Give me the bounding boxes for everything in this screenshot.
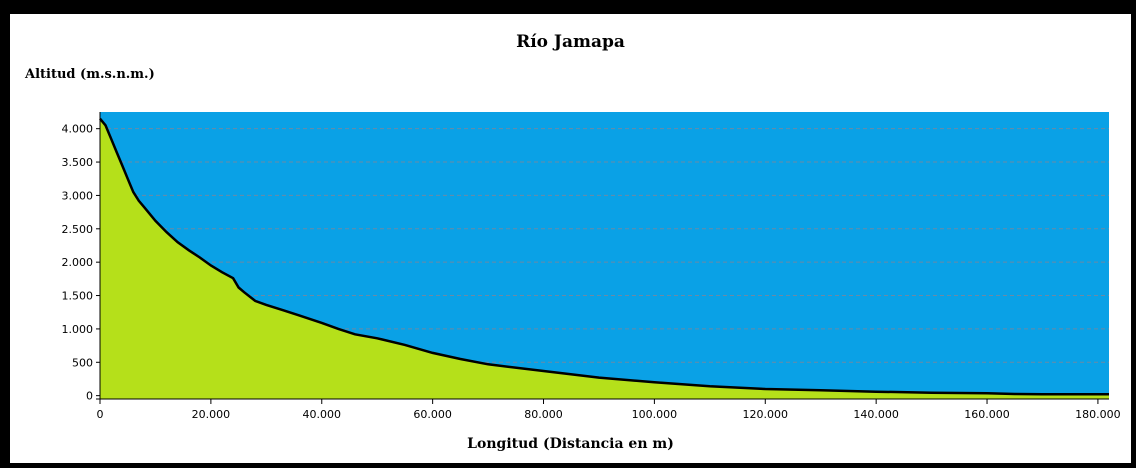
y-tick-label: 4.000 xyxy=(62,123,94,136)
x-tick-label: 100.000 xyxy=(632,408,678,421)
elevation-area xyxy=(100,118,1109,399)
y-tick-label: 1.000 xyxy=(62,323,94,336)
y-tick-label: 2.000 xyxy=(62,256,94,269)
y-axis-label: Altitud (m.s.n.m.) xyxy=(25,67,155,82)
x-tick-label: 120.000 xyxy=(743,408,789,421)
chart-svg: 0 500 1.000 1.500 2.000 2.500 3.000 3.500 4.000 0… xyxy=(62,112,1121,421)
x-tick-label: 60.000 xyxy=(413,408,452,421)
y-tick-label: 3.500 xyxy=(62,156,94,169)
axes: 0 500 1.000 1.500 2.000 2.500 3.000 3.500 4.000 0… xyxy=(62,112,1121,421)
x-tick-label: 20.000 xyxy=(192,408,231,421)
x-tick-label: 140.000 xyxy=(853,408,899,421)
elevation-line xyxy=(99,117,1109,396)
x-tick-label: 40.000 xyxy=(303,408,342,421)
x-tick-label: 0 xyxy=(97,408,104,421)
x-tick-label: 80.000 xyxy=(524,408,563,421)
y-tick-label: 500 xyxy=(72,356,93,369)
y-tick-label: 2.500 xyxy=(62,223,94,236)
x-tick-label: 160.000 xyxy=(964,408,1010,421)
chart-frame: Río Jamapa Altitud (m.s.n.m.) 0 500 1.000 1… xyxy=(10,14,1131,463)
y-tick-label: 1.500 xyxy=(62,290,94,303)
y-tick-label: 0 xyxy=(86,390,93,403)
x-axis-label: Longitud (Distancia en m) xyxy=(467,436,674,452)
y-tick-label: 3.000 xyxy=(62,189,94,202)
chart-title: Río Jamapa xyxy=(516,32,625,52)
x-tick-label: 180.000 xyxy=(1075,408,1121,421)
